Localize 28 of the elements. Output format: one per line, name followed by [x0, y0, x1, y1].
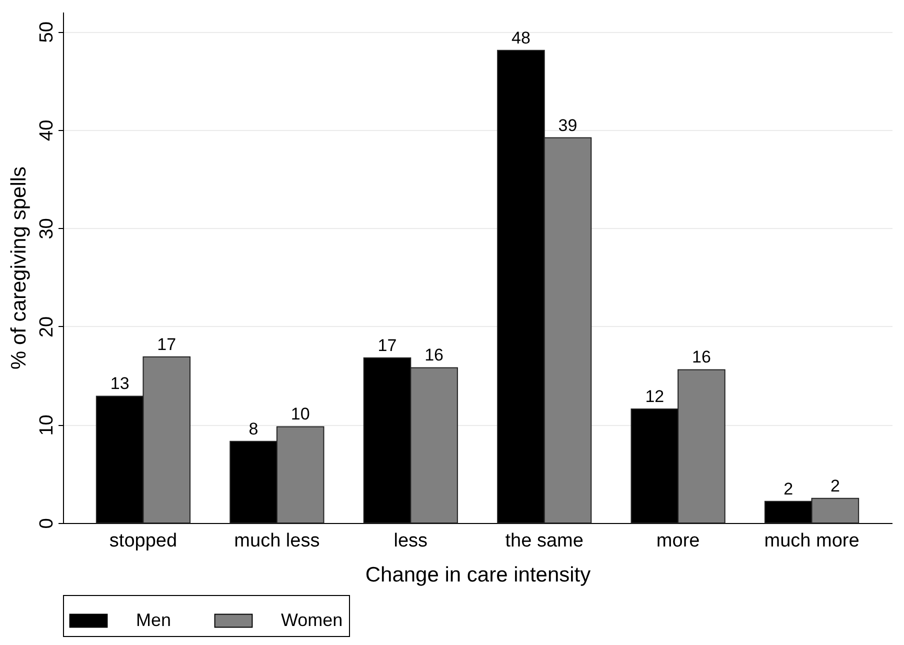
x-axis-title: Change in care intensity — [365, 564, 592, 586]
x-tick-label: the same — [505, 530, 584, 552]
x-tick-label: more — [656, 530, 700, 552]
x-tick-label: less — [394, 530, 428, 552]
legend-label: Men — [136, 610, 172, 630]
y-tick-label: 20 — [36, 316, 58, 338]
data-label: 13 — [110, 374, 130, 394]
y-tick-label: 30 — [36, 218, 58, 240]
x-tick-label: stopped — [109, 530, 178, 552]
data-label: 16 — [692, 348, 711, 367]
y-tick-label: 10 — [36, 414, 58, 436]
data-label: 17 — [157, 334, 176, 354]
data-label: 2 — [784, 479, 794, 498]
y-tick-label: 50 — [36, 22, 58, 43]
data-label: 10 — [290, 404, 310, 424]
x-tick-label: much less — [234, 530, 320, 552]
data-label: 2 — [830, 476, 840, 496]
data-label: 16 — [424, 346, 444, 365]
data-label: 48 — [511, 28, 530, 48]
y-tick-label: 0 — [36, 518, 58, 529]
x-tick-label: much more — [764, 530, 860, 552]
data-label: 12 — [645, 387, 664, 406]
y-tick-label: 40 — [36, 120, 58, 141]
data-label: 39 — [558, 116, 578, 135]
data-label: 8 — [248, 419, 258, 438]
data-label: 17 — [378, 336, 397, 355]
legend-label: Women — [281, 610, 343, 630]
y-axis-title: % of caregiving spells — [8, 166, 30, 370]
